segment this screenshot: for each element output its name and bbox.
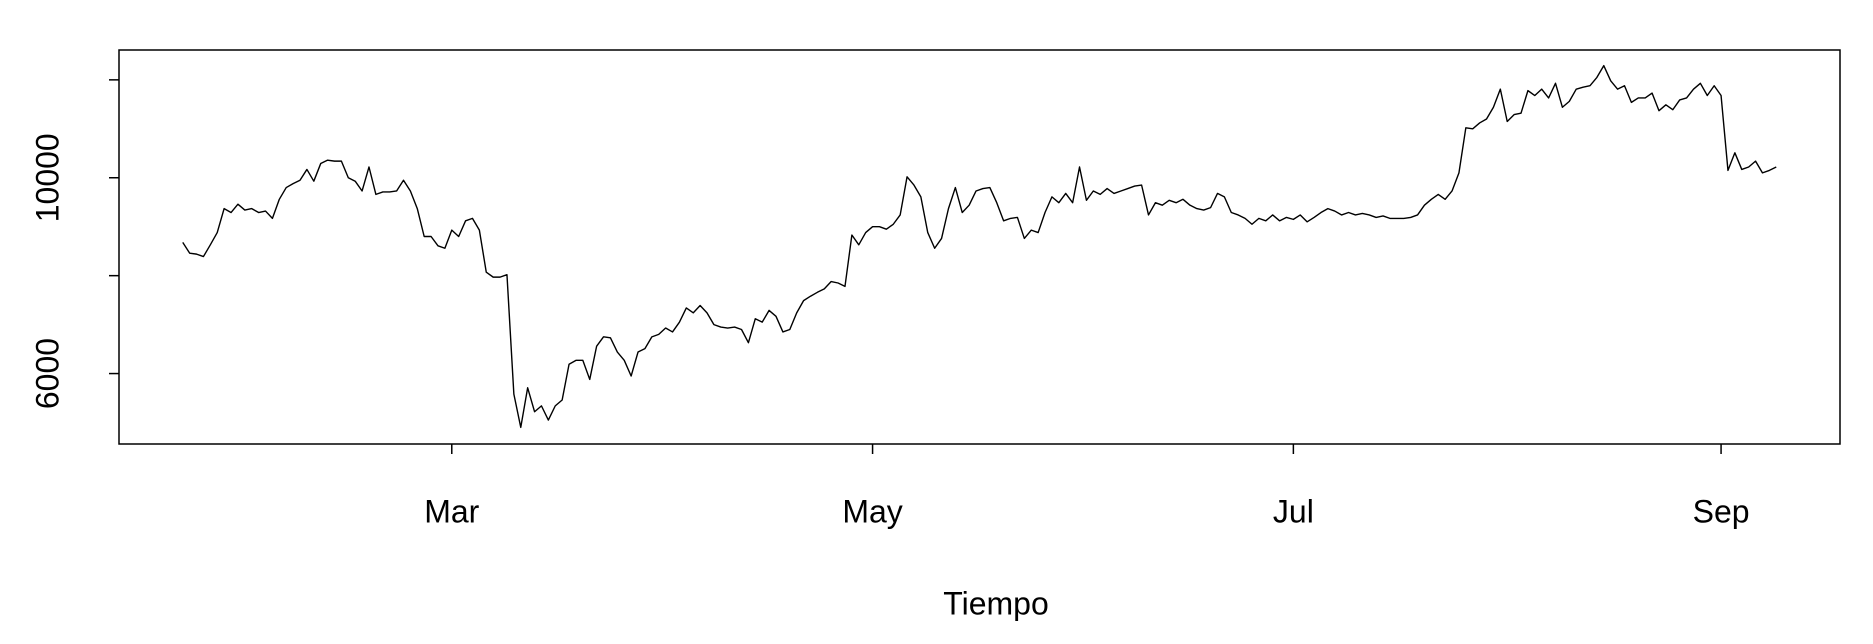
x-tick-label: Mar <box>424 493 479 529</box>
y-tick-label: 6000 <box>29 338 65 409</box>
x-tick-label: Sep <box>1693 493 1750 529</box>
plot-frame <box>118 49 1841 445</box>
series-line <box>182 64 1777 429</box>
y-tick-label: 10000 <box>29 133 65 222</box>
x-axis-label: Tiempo <box>943 585 1049 621</box>
x-tick-label: May <box>842 493 902 529</box>
x-tick-label: Jul <box>1273 493 1314 529</box>
